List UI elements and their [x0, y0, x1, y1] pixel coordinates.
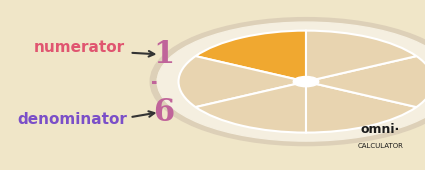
Text: denominator: denominator — [17, 112, 127, 126]
Text: CALCULATOR: CALCULATOR — [357, 143, 403, 149]
Wedge shape — [196, 31, 306, 82]
Wedge shape — [306, 82, 416, 133]
Wedge shape — [306, 31, 416, 82]
Wedge shape — [178, 56, 306, 107]
Text: 6: 6 — [153, 97, 174, 128]
Text: omni·: omni· — [361, 123, 400, 136]
Text: numerator: numerator — [34, 40, 125, 55]
Circle shape — [157, 22, 425, 141]
Wedge shape — [306, 56, 425, 107]
Circle shape — [293, 76, 319, 87]
Text: 1: 1 — [153, 39, 174, 70]
Wedge shape — [196, 82, 306, 133]
